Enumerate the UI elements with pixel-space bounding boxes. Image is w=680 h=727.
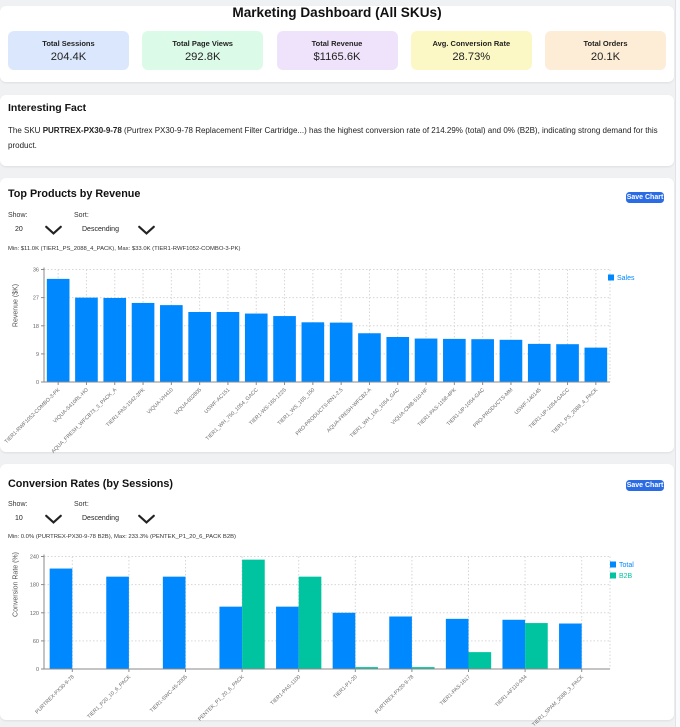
svg-text:PRO-PRODUCTS-RN1-2.5: PRO-PRODUCTS-RN1-2.5 bbox=[295, 387, 345, 437]
svg-text:36: 36 bbox=[33, 267, 39, 273]
svg-text:PENTEK_P1_20_6_PACK: PENTEK_P1_20_6_PACK bbox=[197, 673, 246, 722]
svg-text:9: 9 bbox=[36, 351, 39, 357]
svg-text:18: 18 bbox=[33, 323, 39, 329]
svg-text:Total: Total bbox=[619, 562, 634, 569]
svg-text:PURTREX-PX30-9-78: PURTREX-PX30-9-78 bbox=[34, 674, 75, 715]
svg-text:PURTREX-PX20-9-78: PURTREX-PX20-9-78 bbox=[374, 674, 415, 715]
svg-text:VIQUA-602805: VIQUA-602805 bbox=[173, 387, 203, 417]
svg-text:B2B: B2B bbox=[619, 573, 633, 580]
svg-text:TIER1-RWF1052-COMBO-3-PK: TIER1-RWF1052-COMBO-3-PK bbox=[4, 386, 62, 444]
svg-text:180: 180 bbox=[30, 582, 39, 588]
svg-text:TIER1_WH_150_1054_GAC: TIER1_WH_150_1054_GAC bbox=[349, 387, 401, 439]
svg-text:USWF-140145: USWF-140145 bbox=[514, 387, 543, 416]
svg-text:VIQUA-VH410: VIQUA-VH410 bbox=[146, 387, 175, 416]
svg-text:TIER1_P20_10_6_PACK: TIER1_P20_10_6_PACK bbox=[86, 673, 132, 719]
svg-text:TIER1_WH_750_1054_GACC: TIER1_WH_750_1054_GACC bbox=[205, 387, 260, 442]
svg-text:Revenue ($K): Revenue ($K) bbox=[13, 283, 20, 326]
svg-text:Conversion Rate (%): Conversion Rate (%) bbox=[13, 552, 20, 617]
svg-text:TIER1-SWC-45-2005: TIER1-SWC-45-2005 bbox=[149, 674, 189, 714]
svg-text:TIER1-PAS-1100: TIER1-PAS-1100 bbox=[269, 674, 302, 707]
svg-text:Sales: Sales bbox=[617, 275, 635, 282]
svg-text:TIER1-P1-20: TIER1-P1-20 bbox=[333, 674, 359, 700]
svg-text:0: 0 bbox=[36, 667, 39, 673]
svg-text:TIER1_SPAM_2088_3_PACK: TIER1_SPAM_2088_3_PACK bbox=[531, 673, 585, 727]
svg-text:USWF-AC151: USWF-AC151 bbox=[203, 387, 231, 415]
svg-text:0: 0 bbox=[36, 380, 39, 386]
svg-text:TIER1-PAS-1617: TIER1-PAS-1617 bbox=[439, 674, 472, 707]
svg-text:120: 120 bbox=[30, 610, 39, 616]
svg-text:240: 240 bbox=[30, 554, 39, 560]
svg-text:60: 60 bbox=[33, 638, 39, 644]
svg-text:TIER1-AF110-934: TIER1-AF110-934 bbox=[494, 674, 528, 708]
svg-text:27: 27 bbox=[33, 295, 39, 301]
svg-text:TIER1_PS_2088_4_PACK: TIER1_PS_2088_4_PACK bbox=[551, 386, 600, 435]
